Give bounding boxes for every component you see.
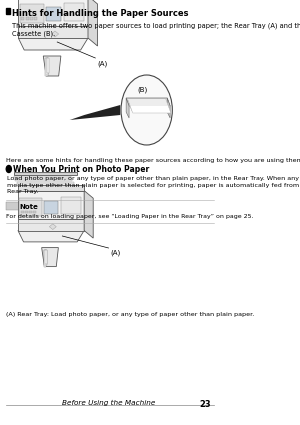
Bar bbox=[6, 202, 19, 210]
Polygon shape bbox=[128, 101, 170, 109]
Text: Before Using the Machine: Before Using the Machine bbox=[62, 400, 155, 406]
Circle shape bbox=[121, 75, 172, 145]
Text: 23: 23 bbox=[200, 400, 211, 409]
Bar bbox=[21, 17, 24, 20]
Polygon shape bbox=[47, 58, 49, 73]
Polygon shape bbox=[45, 249, 47, 264]
Polygon shape bbox=[128, 99, 169, 107]
Bar bbox=[25, 210, 28, 213]
Polygon shape bbox=[126, 98, 129, 118]
Text: (B): (B) bbox=[138, 86, 148, 93]
Polygon shape bbox=[46, 58, 48, 74]
Polygon shape bbox=[46, 58, 48, 76]
Polygon shape bbox=[16, 182, 74, 184]
Polygon shape bbox=[18, 26, 88, 38]
Polygon shape bbox=[20, 198, 42, 216]
Polygon shape bbox=[18, 185, 84, 190]
Polygon shape bbox=[14, 176, 71, 178]
Bar bbox=[30, 17, 33, 20]
Polygon shape bbox=[129, 103, 170, 111]
Polygon shape bbox=[51, 31, 59, 37]
Polygon shape bbox=[44, 249, 46, 266]
Text: Hints for Handling the Paper Sources: Hints for Handling the Paper Sources bbox=[13, 9, 189, 18]
Polygon shape bbox=[70, 105, 120, 120]
Text: This machine offers two paper sources to load printing paper; the Rear Tray (A) : This machine offers two paper sources to… bbox=[13, 22, 300, 37]
Bar bbox=[29, 210, 32, 213]
Polygon shape bbox=[84, 190, 93, 238]
Polygon shape bbox=[15, 179, 72, 181]
Text: For details on loading paper, see “Loading Paper in the Rear Tray” on page 25.: For details on loading paper, see “Loadi… bbox=[6, 214, 254, 219]
Polygon shape bbox=[18, 219, 84, 230]
Bar bbox=[33, 210, 36, 213]
Text: When You Print on Photo Paper: When You Print on Photo Paper bbox=[13, 165, 149, 174]
Polygon shape bbox=[49, 224, 56, 230]
Text: (A) Rear Tray: Load photo paper, or any type of paper other than plain paper.: (A) Rear Tray: Load photo paper, or any … bbox=[6, 312, 254, 317]
Bar bbox=[21, 210, 23, 213]
Text: (A): (A) bbox=[98, 60, 108, 66]
Polygon shape bbox=[44, 249, 46, 265]
Polygon shape bbox=[167, 98, 170, 118]
Polygon shape bbox=[18, 0, 88, 26]
Text: (A): (A) bbox=[111, 250, 121, 257]
Polygon shape bbox=[130, 105, 171, 113]
Text: Load photo paper, or any type of paper other than plain paper, in the Rear Tray.: Load photo paper, or any type of paper o… bbox=[7, 176, 300, 194]
Text: Note: Note bbox=[20, 204, 39, 210]
Polygon shape bbox=[18, 38, 88, 50]
Bar bbox=[34, 17, 38, 20]
Polygon shape bbox=[18, 190, 84, 219]
Polygon shape bbox=[42, 248, 58, 266]
Polygon shape bbox=[43, 56, 61, 76]
Bar bbox=[6, 8, 10, 14]
Bar bbox=[64, 3, 84, 21]
Text: Here are some hints for handling these paper sources according to how you are us: Here are some hints for handling these p… bbox=[6, 158, 300, 163]
Bar bbox=[46, 7, 61, 21]
Polygon shape bbox=[18, 230, 84, 242]
Bar bbox=[61, 197, 81, 214]
Circle shape bbox=[6, 165, 11, 173]
Polygon shape bbox=[14, 172, 77, 176]
Polygon shape bbox=[20, 4, 44, 23]
Polygon shape bbox=[126, 98, 170, 106]
Polygon shape bbox=[88, 0, 98, 46]
Bar bbox=[44, 201, 58, 214]
Bar bbox=[26, 17, 28, 20]
